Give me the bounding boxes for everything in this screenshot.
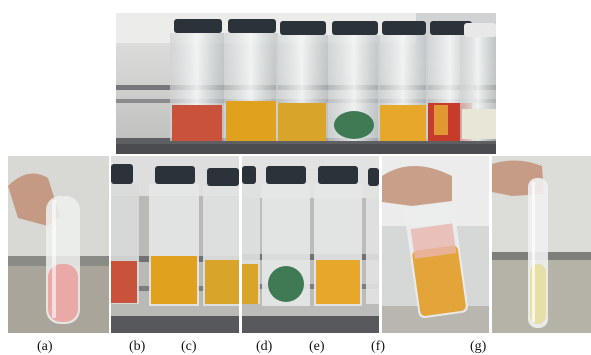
label-g: (g) — [470, 339, 487, 354]
vial-c-top — [224, 19, 278, 141]
label-b: (b) — [129, 339, 146, 354]
vial-b — [111, 164, 139, 304]
vial-d — [242, 166, 260, 304]
photo-f-held-vial — [382, 156, 489, 333]
vial-c2 — [203, 168, 239, 306]
vial-h-top — [460, 23, 496, 141]
vial-e-top — [328, 21, 380, 141]
label-e: (e) — [309, 339, 325, 354]
label-c: (c) — [181, 339, 197, 354]
photo-g-pale-tube — [492, 156, 591, 333]
photo-a-pink-test-tube — [8, 156, 109, 333]
vial-c — [149, 166, 199, 306]
vial-b-top — [170, 19, 224, 141]
vial-g-edge — [366, 168, 379, 304]
label-f: (f) — [371, 339, 385, 354]
photo-rack-all-vials — [116, 13, 496, 154]
vial-f-top — [378, 21, 428, 141]
photo-de-vials — [242, 156, 379, 333]
vial-e — [262, 166, 310, 306]
label-a: (a) — [37, 339, 53, 354]
vial-d-top — [276, 21, 328, 141]
label-d: (d) — [256, 339, 273, 354]
vial-f — [314, 166, 362, 306]
photo-bc-vials — [111, 156, 239, 333]
